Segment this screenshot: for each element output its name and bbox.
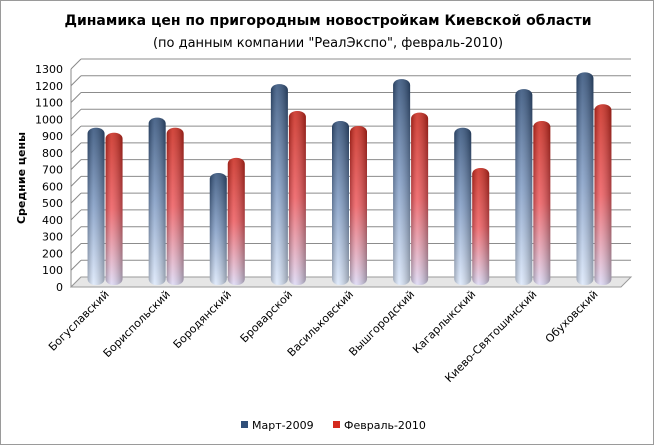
y-tick-label: 600 [42,180,63,193]
gridline-side [70,92,82,103]
gridline-side [70,108,82,120]
gridline-side [70,142,82,154]
bar-shading [594,104,612,285]
y-tick-label: 0 [56,281,63,294]
bar-shading [288,110,306,285]
bar-shading [105,132,123,285]
bar-shading [148,117,166,286]
legend-swatch [333,421,340,428]
y-tick-label: 700 [42,164,63,177]
x-tick-label: Обуховский [543,288,601,346]
bar-shading [515,89,533,286]
x-tick-label: Васильковский [285,288,356,359]
gridline-side [70,192,82,204]
y-tick-label: 500 [42,197,63,210]
y-tick-label: 900 [42,130,63,143]
y-axis-label: Средние цены [15,132,28,224]
gridline-side [70,243,82,254]
gridline-side [70,209,82,221]
bar-shading [87,127,105,285]
bar-shading [166,127,184,285]
gridline-side [70,58,82,70]
y-tick-label: 200 [42,247,63,260]
x-tick-label: Бориспольский [101,288,173,360]
bar-shading [411,112,429,285]
x-tick-label: Бородянский [171,288,234,351]
legend-label: Март-2009 [252,419,314,432]
x-tick-label: Кагарлыкский [410,288,478,356]
y-tick-label: 800 [42,147,63,160]
legend-swatch [241,421,248,428]
x-tick-label: Богуславский [46,288,112,354]
bar-shading [227,157,245,285]
gridline-side [70,259,82,271]
bar-shading [209,173,227,285]
bar-shading [576,72,594,285]
chart-subtitle: (по данным компании "РеалЭкспо", февраль… [152,36,504,51]
y-tick-label: 300 [42,231,63,244]
x-tick-label: Вышгородский [346,288,417,359]
y-tick-label: 400 [42,214,63,227]
bar-shading [472,167,490,285]
bar-shading [454,127,472,285]
y-tick-label: 1300 [35,63,63,76]
bar-shading [270,84,288,285]
bar-shading [533,121,551,285]
gridline-side [70,75,82,87]
bar-shading [393,79,411,285]
y-tick-label: 100 [42,264,63,277]
bar-shading [350,126,367,286]
legend-label: Февраль-2010 [344,419,426,432]
gridline-side [70,159,82,170]
bar-shading [332,121,349,285]
x-tick-label: Броварской [238,288,295,345]
chart-title: Динамика цен по пригородным новостройкам… [64,13,592,29]
gridline-side [70,125,82,137]
y-tick-label: 1200 [35,80,63,93]
gridline-side [70,226,82,238]
y-tick-label: 1000 [35,113,63,126]
y-tick-label: 1100 [35,97,63,110]
gridline-side [70,176,82,187]
